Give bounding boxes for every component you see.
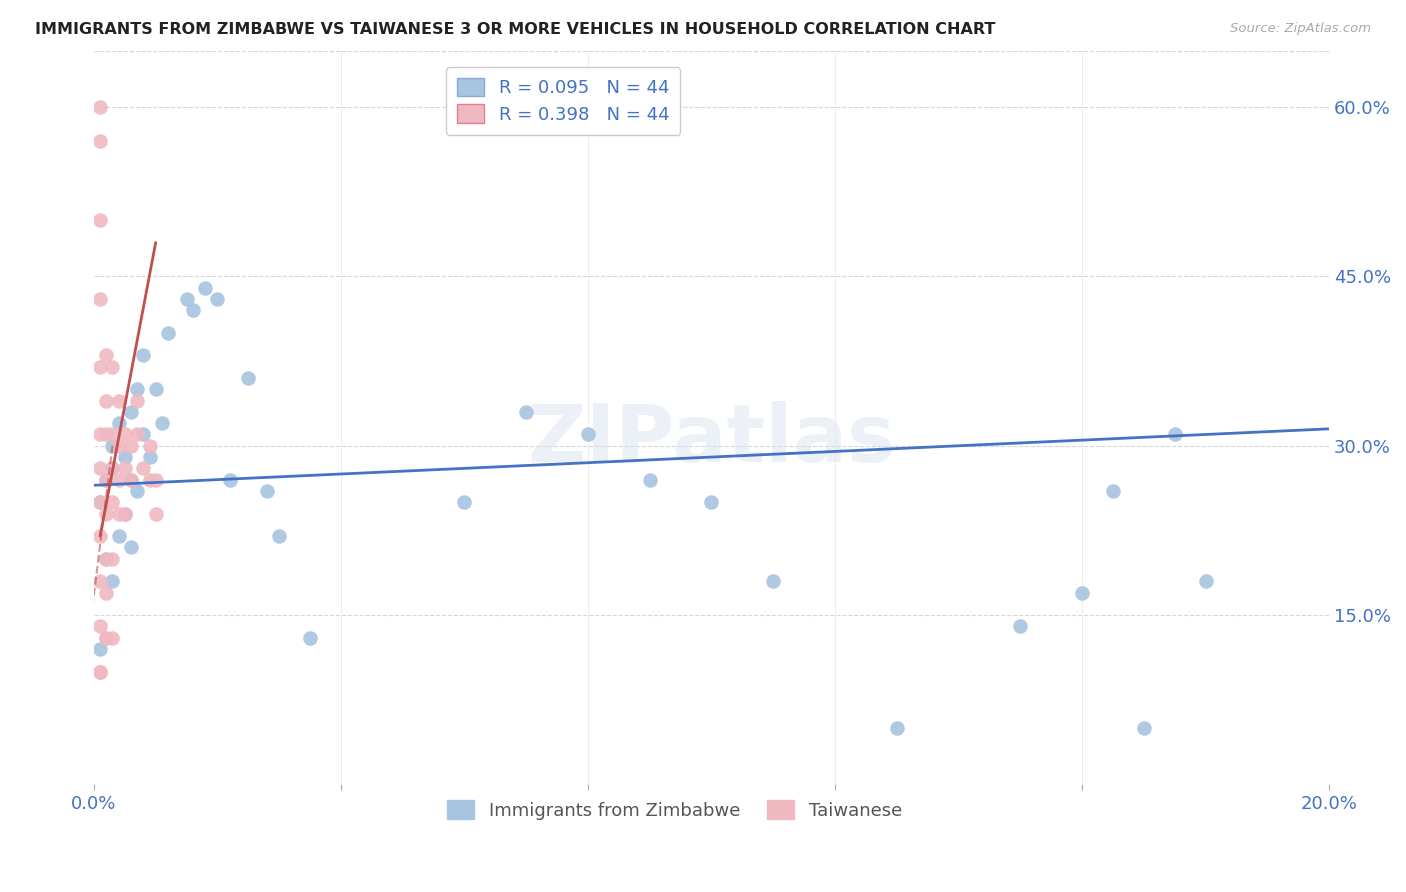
Point <box>101 495 124 509</box>
Point <box>256 483 278 498</box>
Point <box>1010 619 1032 633</box>
Point <box>299 631 322 645</box>
Point <box>120 473 142 487</box>
Point <box>101 461 124 475</box>
Point <box>1163 427 1185 442</box>
Point <box>101 574 124 589</box>
Point <box>89 495 111 509</box>
Point <box>576 427 599 442</box>
Point <box>269 529 291 543</box>
Point <box>157 326 180 340</box>
Point <box>96 393 118 408</box>
Point <box>127 382 149 396</box>
Point <box>138 473 160 487</box>
Point <box>89 665 111 679</box>
Point <box>101 359 124 374</box>
Point <box>176 292 198 306</box>
Point <box>89 665 111 679</box>
Point <box>114 427 136 442</box>
Point <box>1071 585 1094 599</box>
Point <box>120 473 142 487</box>
Point <box>194 281 217 295</box>
Point <box>89 134 111 148</box>
Point <box>101 439 124 453</box>
Point <box>96 349 118 363</box>
Point <box>120 439 142 453</box>
Point <box>120 541 142 555</box>
Text: IMMIGRANTS FROM ZIMBABWE VS TAIWANESE 3 OR MORE VEHICLES IN HOUSEHOLD CORRELATIO: IMMIGRANTS FROM ZIMBABWE VS TAIWANESE 3 … <box>35 22 995 37</box>
Point <box>138 450 160 464</box>
Point <box>150 416 173 430</box>
Point <box>207 292 229 306</box>
Point <box>101 631 124 645</box>
Point <box>127 427 149 442</box>
Point <box>138 439 160 453</box>
Point <box>96 473 118 487</box>
Point <box>132 349 155 363</box>
Point <box>89 642 111 657</box>
Point <box>700 495 723 509</box>
Point <box>107 473 129 487</box>
Point <box>107 416 129 430</box>
Point <box>1132 721 1154 735</box>
Point <box>89 292 111 306</box>
Point <box>132 427 155 442</box>
Point <box>89 495 111 509</box>
Point <box>107 393 129 408</box>
Point <box>96 507 118 521</box>
Point <box>89 461 111 475</box>
Point <box>96 631 118 645</box>
Point <box>127 483 149 498</box>
Point <box>96 551 118 566</box>
Point <box>238 371 260 385</box>
Point <box>89 359 111 374</box>
Text: ZIPatlas: ZIPatlas <box>527 401 896 479</box>
Point <box>107 439 129 453</box>
Point <box>120 405 142 419</box>
Point <box>453 495 475 509</box>
Point <box>89 619 111 633</box>
Point <box>114 507 136 521</box>
Point <box>218 473 240 487</box>
Point <box>101 461 124 475</box>
Point <box>107 529 129 543</box>
Point <box>127 393 149 408</box>
Point <box>96 631 118 645</box>
Point <box>145 382 167 396</box>
Point <box>96 473 118 487</box>
Point <box>1194 574 1216 589</box>
Point <box>145 507 167 521</box>
Point <box>101 551 124 566</box>
Point <box>89 213 111 227</box>
Point <box>101 427 124 442</box>
Point <box>96 551 118 566</box>
Point <box>515 405 537 419</box>
Point <box>145 473 167 487</box>
Point <box>89 529 111 543</box>
Point <box>89 100 111 114</box>
Point <box>638 473 661 487</box>
Legend: Immigrants from Zimbabwe, Taiwanese: Immigrants from Zimbabwe, Taiwanese <box>440 793 910 827</box>
Point <box>114 450 136 464</box>
Point <box>114 461 136 475</box>
Point <box>181 303 204 318</box>
Point <box>89 574 111 589</box>
Point <box>89 427 111 442</box>
Text: Source: ZipAtlas.com: Source: ZipAtlas.com <box>1230 22 1371 36</box>
Point <box>114 507 136 521</box>
Point <box>762 574 785 589</box>
Point <box>886 721 908 735</box>
Point <box>96 427 118 442</box>
Point <box>1102 483 1125 498</box>
Point <box>132 461 155 475</box>
Point <box>96 585 118 599</box>
Point <box>107 507 129 521</box>
